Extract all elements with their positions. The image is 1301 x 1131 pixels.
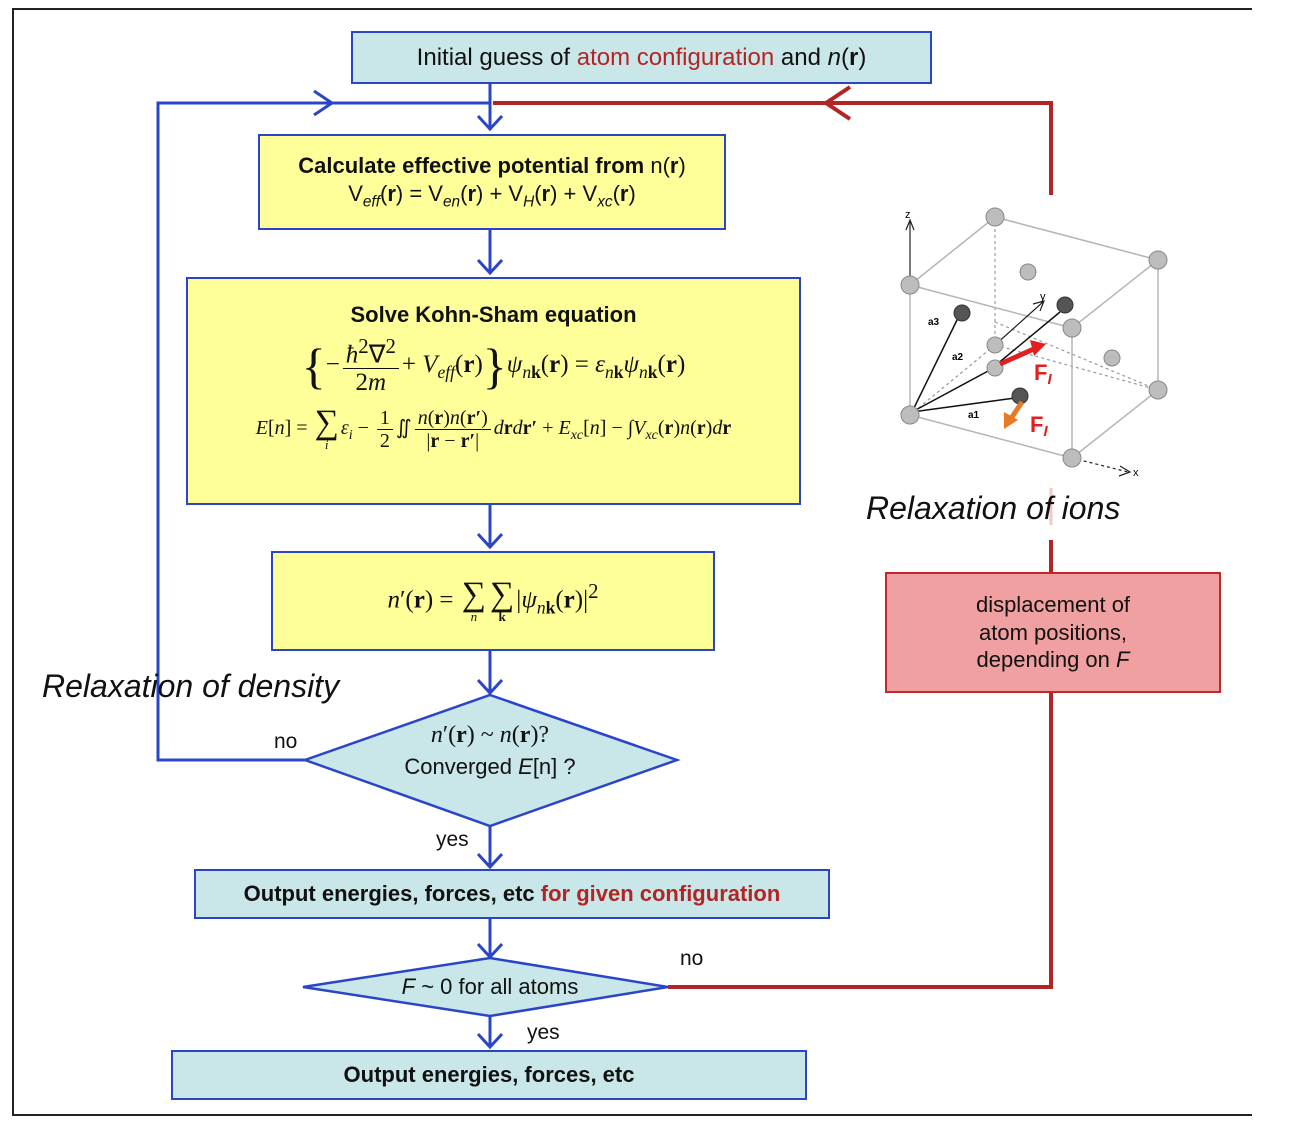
relaxation-ions-label: Relaxation of ions <box>866 490 1121 526</box>
axis-z-label: z <box>905 209 911 221</box>
yes-label-force: yes <box>527 1021 560 1044</box>
frame <box>12 8 1252 1116</box>
ion-loop-upper <box>493 101 1053 195</box>
final-output-box: Output energies, forces, etc <box>171 1050 807 1100</box>
no-label-density: no <box>274 730 298 753</box>
density-box: n′(r) = ∑ n ∑ k |ψnk(r)|2 <box>271 551 715 651</box>
density-loop-line <box>156 101 490 762</box>
displacement-line-3: depending on F <box>976 647 1130 673</box>
density-equation: n′(r) = ∑ n ∑ k |ψnk(r)|2 <box>387 575 599 625</box>
yes-label-density: yes <box>436 828 469 851</box>
displacement-line-1: displacement of <box>975 592 1131 618</box>
displacement-box: displacement of atom positions, dependin… <box>885 572 1221 693</box>
arrowhead-1 <box>476 114 504 132</box>
ion-loop-lower <box>668 693 1053 989</box>
effective-potential-box: Calculate effective potential from n(r) … <box>258 134 726 230</box>
initial-guess-box: Initial guess of atom configuration and … <box>351 31 932 84</box>
axis-y-label: y <box>1040 291 1046 303</box>
convergence-equation: n′(r) ~ n(r)? <box>430 722 550 748</box>
vector-a1-label: a1 <box>968 410 980 421</box>
output-configuration-box: Output energies, forces, etc for given c… <box>194 869 830 919</box>
density-loop-arrowhead <box>313 89 335 117</box>
relaxation-density-label: Relaxation of density <box>42 668 340 704</box>
energy-functional-equation: E[n] = ∑ i εi − 1 2 ∬ n(r)n(r′) |r − r′| drdr′ … <box>255 403 732 453</box>
convergence-diamond: n′(r) ~ n(r)? Converged E[n] ? <box>340 722 640 781</box>
vector-a3-label: a3 <box>928 317 940 328</box>
axis-x-label: x <box>1133 467 1139 479</box>
force-label-2: FI <box>1030 412 1048 440</box>
force-label-1: FI <box>1034 360 1052 388</box>
force-check-diamond: F ~ 0 for all atoms <box>401 974 579 999</box>
kohn-sham-box: Solve Kohn-Sham equation {− ħ2∇2 2m + Veff(… <box>186 277 801 505</box>
displacement-line-2: atom positions, <box>979 619 1127 645</box>
initial-guess-text: Initial guess of atom configuration and … <box>416 43 867 71</box>
ion-loop-arrowhead <box>822 85 852 121</box>
kohn-sham-title: Solve Kohn-Sham equation <box>350 302 637 327</box>
convergence-energy-text: Converged E[n] ? <box>404 754 576 779</box>
final-output-text: Output energies, forces, etc <box>343 1062 635 1088</box>
effective-potential-title: Calculate effective potential from n(r) <box>298 153 686 179</box>
no-label-force: no <box>680 947 704 970</box>
crystal-lattice-diagram: z y x a3 a2 a1 <box>900 207 1168 479</box>
kohn-sham-equation: {− ħ2∇2 2m + Veff(r)}ψnk(r) = εnkψnk(r) <box>301 333 686 397</box>
vector-a2-label: a2 <box>952 352 964 363</box>
output-configuration-text: Output energies, forces, etc for given c… <box>243 881 781 907</box>
effective-potential-equation: Veff(r) = Ven(r) + VH(r) + Vxc(r) <box>348 180 636 211</box>
